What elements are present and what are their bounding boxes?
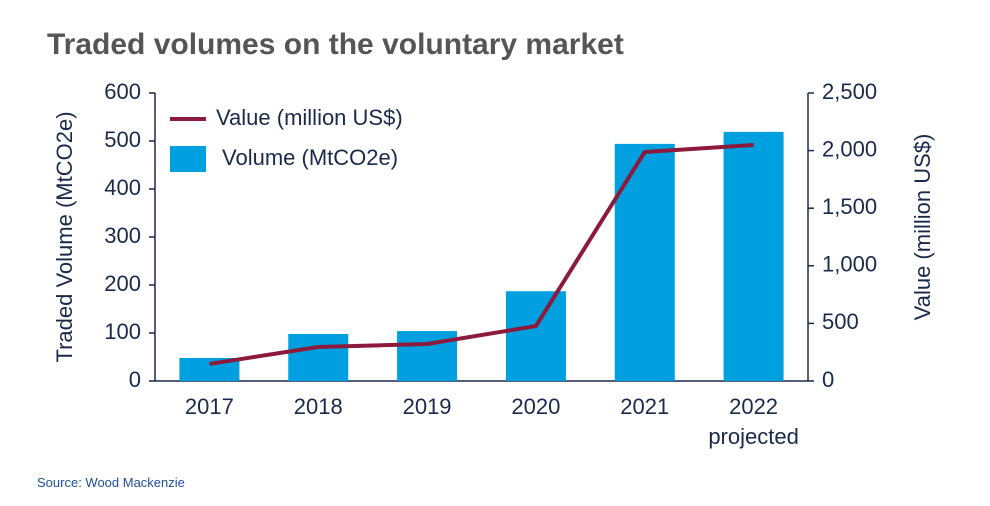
y2-tick-label: 2,000 <box>822 136 877 161</box>
bar <box>505 291 566 381</box>
y-tick-label: 100 <box>104 319 141 344</box>
x-tick-label: 2021 <box>620 394 670 419</box>
y-tick-label: 500 <box>104 127 141 152</box>
bar <box>288 333 349 381</box>
bar <box>614 143 675 381</box>
source-note: Source: Wood Mackenzie <box>37 475 185 490</box>
legend-swatch <box>170 146 206 172</box>
bar <box>723 131 784 381</box>
x-tick-label: 2018 <box>293 394 343 419</box>
y2-tick-label: 2,500 <box>822 79 877 104</box>
y2-tick-label: 500 <box>822 309 859 334</box>
legend-label: Value (million US$) <box>216 105 403 130</box>
y-tick-label: 600 <box>104 79 141 104</box>
y2-axis-label: Value (million US$) <box>910 134 935 321</box>
line <box>209 142 754 366</box>
x-tick-label: 2020 <box>511 394 561 419</box>
x-tick-label: 2022 projected <box>708 394 799 449</box>
y-tick-label: 0 <box>129 367 141 392</box>
y2-tick-label: 1,000 <box>822 252 877 277</box>
x-tick-label: 2019 <box>402 394 452 419</box>
chart-title: Traded volumes on the voluntary market <box>47 28 624 61</box>
x-tick-label: 2017 <box>184 394 234 419</box>
bar <box>179 357 240 381</box>
y-axis-label: Traded Volume (MtCO2e) <box>52 111 77 362</box>
y-tick-label: 200 <box>104 271 141 296</box>
y2-tick-label: 1,500 <box>822 194 877 219</box>
legend-label: Volume (MtCO2e) <box>222 145 398 170</box>
y-tick-label: 300 <box>104 223 141 248</box>
y2-tick-label: 0 <box>822 367 834 392</box>
y-tick-label: 400 <box>104 175 141 200</box>
